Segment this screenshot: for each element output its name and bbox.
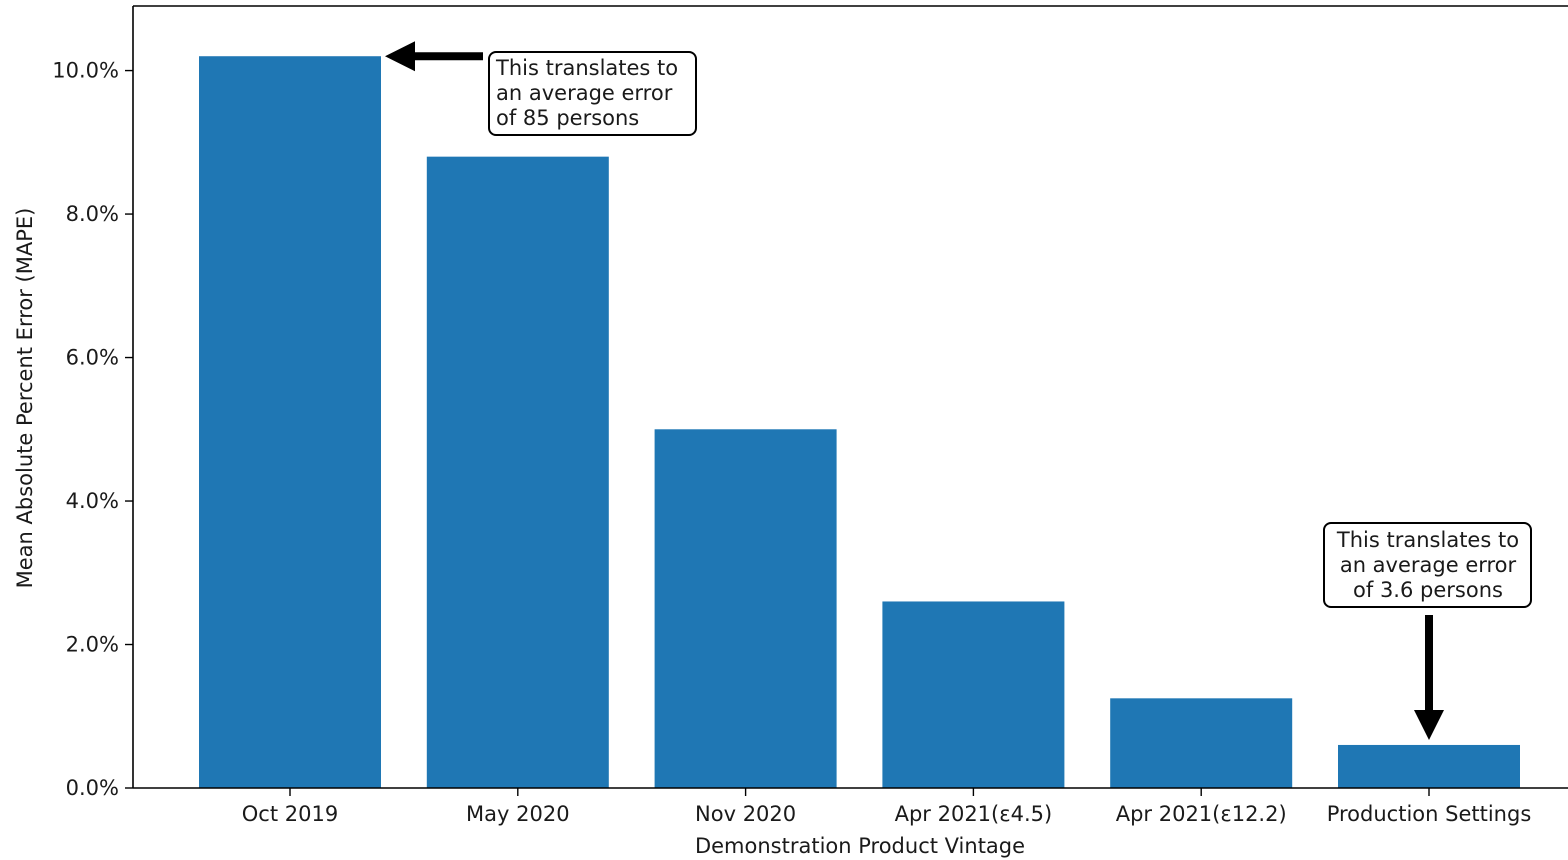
- x-tick-label-1: May 2020: [466, 802, 570, 826]
- annotation-0-line-0: This translates to: [495, 56, 678, 80]
- y-tick-label-2: 4.0%: [66, 489, 119, 513]
- x-tick-label-2: Nov 2020: [695, 802, 796, 826]
- annotation-0-line-2: of 85 persons: [496, 106, 639, 130]
- annotation-1-line-2: of 3.6 persons: [1353, 578, 1503, 602]
- y-tick-label-4: 8.0%: [66, 202, 119, 226]
- x-tick-label-3: Apr 2021(ε4.5): [895, 802, 1053, 826]
- annotation-0-line-1: an average error: [496, 81, 673, 105]
- annotation-arrow-0-head: [385, 41, 415, 72]
- y-axis-label: Mean Absolute Percent Error (MAPE): [13, 208, 37, 589]
- y-tick-label-3: 6.0%: [66, 346, 119, 370]
- annotation-1-line-1: an average error: [1340, 553, 1517, 577]
- annotation-1-line-0: This translates to: [1336, 528, 1519, 552]
- y-tick-label-0: 0.0%: [66, 776, 119, 800]
- x-tick-label-0: Oct 2019: [242, 802, 338, 826]
- annotation-arrow-1-head: [1414, 709, 1444, 740]
- bar-0: [199, 56, 381, 788]
- y-tick-label-5: 10.0%: [52, 59, 119, 83]
- bar-3: [882, 601, 1065, 788]
- x-tick-label-5: Production Settings: [1327, 802, 1532, 826]
- x-tick-label-4: Apr 2021(ε12.2): [1116, 802, 1287, 826]
- annotation-box-1: [1323, 522, 1532, 608]
- y-tick-label-1: 2.0%: [66, 633, 119, 657]
- bars-group: [199, 56, 1520, 789]
- axes-group: 0.0% 2.0% 4.0% 6.0% 8.0% 10.0% Oct 2019 May 202…: [52, 5, 1568, 826]
- bar-5: [1338, 744, 1520, 788]
- bar-2: [654, 429, 837, 788]
- annotation-box-0: [488, 51, 697, 136]
- bar-4: [1110, 698, 1293, 788]
- bar-1: [426, 156, 609, 789]
- x-axis-label: Demonstration Product Vintage: [695, 834, 1025, 858]
